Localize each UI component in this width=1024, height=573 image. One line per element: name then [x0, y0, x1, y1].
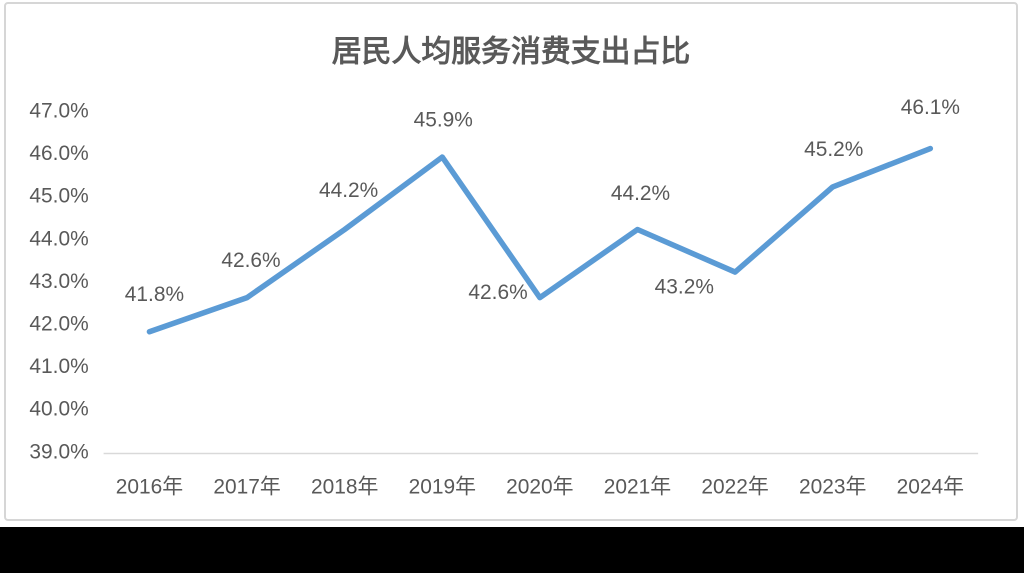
y-tick-label: 40.0% — [29, 398, 88, 421]
data-label: 46.1% — [901, 96, 960, 119]
y-tick-label: 42.0% — [29, 313, 88, 336]
y-tick-label: 44.0% — [29, 227, 88, 250]
y-tick-label: 45.0% — [29, 185, 88, 208]
series-polyline — [146, 145, 934, 335]
data-label: 44.2% — [319, 179, 378, 202]
data-label: 41.8% — [125, 283, 184, 306]
data-label: 45.2% — [804, 138, 863, 161]
bottom-black-bar — [0, 527, 1024, 573]
x-tick-label: 2017年 — [213, 475, 280, 498]
y-tick-label: 43.0% — [29, 270, 88, 293]
x-tick-label: 2023年 — [799, 475, 866, 498]
y-axis-tick-labels: 39.0% 40.0% 41.0% 42.0% 43.0% 44.0% 45.0% 46.0%… — [29, 100, 88, 464]
y-tick-label: 41.0% — [29, 355, 88, 378]
data-label: 45.9% — [414, 108, 473, 131]
chart-card: 居民人均服务消费支出占比 39.0% 40.0% 41.0% 42.0% 43.0% 44… — [4, 2, 1018, 521]
data-labels: 41.8% 42.6% 44.2% 45.9% 42.6% 44.2% 43.2% 45.2%… — [125, 96, 960, 306]
data-label: 44.2% — [611, 182, 670, 205]
x-tick-label: 2016年 — [116, 475, 183, 498]
x-axis-tick-labels: 2016年 2017年 2018年 2019年 2020年 2021年 2022年 2023年… — [116, 475, 964, 498]
line-chart: 居民人均服务消费支出占比 39.0% 40.0% 41.0% 42.0% 43.0% 44… — [29, 35, 979, 498]
x-tick-label: 2021年 — [604, 475, 671, 498]
chart-title: 居民人均服务消费支出占比 — [332, 35, 691, 68]
y-tick-label: 46.0% — [29, 142, 88, 165]
y-tick-label: 39.0% — [29, 440, 88, 463]
series-line — [146, 145, 934, 335]
y-tick-label: 47.0% — [29, 100, 88, 123]
x-tick-label: 2019年 — [409, 475, 476, 498]
x-tick-label: 2024年 — [897, 475, 964, 498]
data-label: 43.2% — [655, 275, 714, 298]
x-tick-label: 2022年 — [701, 475, 768, 498]
x-tick-label: 2018年 — [311, 475, 378, 498]
data-label: 42.6% — [468, 281, 527, 304]
x-tick-label: 2020年 — [506, 475, 573, 498]
data-label: 42.6% — [221, 249, 280, 272]
